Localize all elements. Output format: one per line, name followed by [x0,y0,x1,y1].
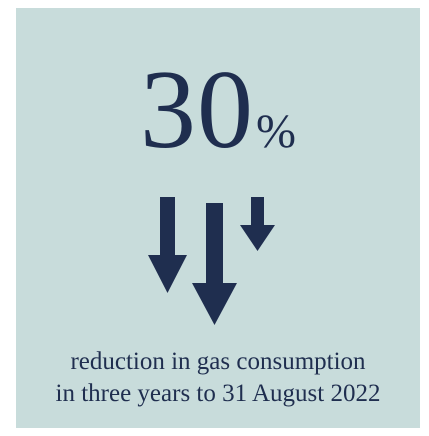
caption: reduction in gas consumption in three ye… [16,346,420,410]
down-arrow-left-icon [148,197,187,293]
infographic-card: 30% reduction in gas consumption in thre… [16,8,420,428]
stat-unit: % [256,105,296,158]
down-arrow-middle-icon [192,203,237,325]
headline-stat: 30% [16,54,420,166]
caption-line-2: in three years to 31 August 2022 [55,380,381,407]
arrows-graphic [148,197,275,325]
stat-value: 30 [140,48,254,172]
down-arrow-right-icon [240,197,275,251]
caption-line-1: reduction in gas consumption [70,348,366,375]
down-arrows-icon [16,193,420,333]
